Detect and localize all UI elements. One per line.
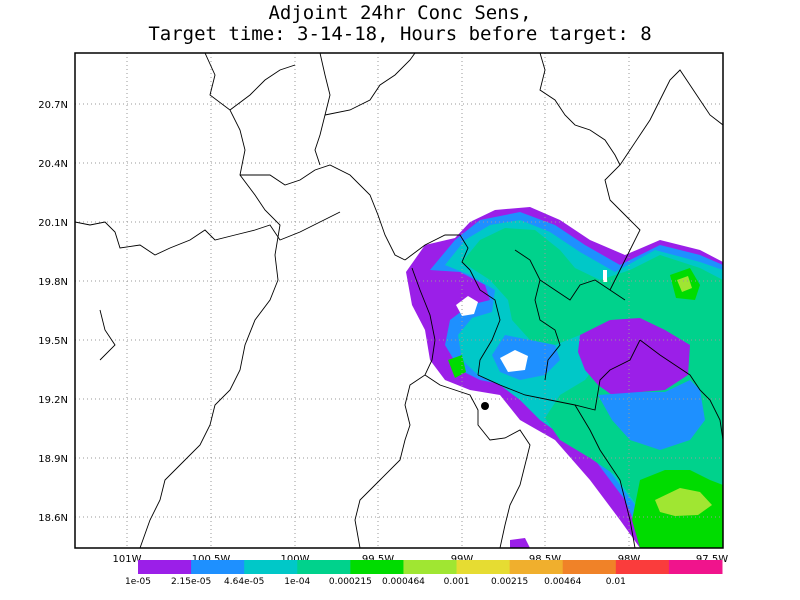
y-tick-label: 18.9N [38, 454, 68, 465]
colorbar-label: 1e-05 [125, 577, 151, 587]
colorbar-label: 0.01 [606, 577, 626, 587]
x-axis: 101W 100.5W 100W 99.5W 99W 98.5W 98W 97.… [113, 554, 729, 565]
colorbar-label: 0.001 [444, 577, 470, 587]
colorbar-swatch [191, 560, 245, 574]
colorbar-swatch [244, 560, 298, 574]
colorbar-swatch [297, 560, 351, 574]
x-tick-label: 100W [281, 554, 310, 565]
y-tick-label: 20.4N [38, 159, 68, 170]
colorbar-label: 0.000215 [329, 577, 372, 587]
colorbar-swatch [456, 560, 511, 574]
y-tick-label: 19.2N [38, 395, 68, 406]
colorbar-swatch [138, 560, 192, 574]
x-tick-label: 101W [113, 554, 142, 565]
colorbar-swatch [562, 560, 617, 574]
y-tick-label: 20.1N [38, 218, 68, 229]
x-tick-label: 98W [618, 554, 641, 565]
contour-inner-blue [598, 380, 705, 450]
contour-level-6 [655, 488, 712, 516]
contour-bottom-blob [510, 538, 530, 548]
plot-frame [74, 52, 724, 549]
colorbar-swatch [615, 560, 670, 574]
x-tick-label: 99W [451, 554, 474, 565]
colorbar-label: 4.64e-05 [224, 577, 264, 587]
gridlines [75, 53, 723, 548]
y-tick-label: 19.5N [38, 336, 68, 347]
colorbar-swatch [668, 560, 723, 574]
colorbar-swatch [509, 560, 564, 574]
x-tick-label: 99.5W [362, 554, 394, 565]
chart-title-line2: Target time: 3-14-18, Hours before targe… [148, 23, 652, 45]
y-axis: 20.7N 20.4N 20.1N 19.8N 19.5N 19.2N 18.9… [38, 100, 68, 524]
chart-title-line1: Adjoint 24hr Conc Sens, [268, 2, 532, 24]
sensitivity-field [406, 207, 723, 548]
contour-level-6b [677, 276, 692, 292]
contour-level-4 [462, 228, 723, 548]
colorbar-label: 0.000464 [382, 577, 425, 587]
contour-hole-3 [603, 270, 607, 282]
x-tick-label: 97.5W [696, 554, 728, 565]
colorbar-swatch [403, 560, 458, 574]
colorbar-label: 2.15e-05 [171, 577, 211, 587]
x-tick-label: 100.5W [192, 554, 231, 565]
contour-hole-2 [500, 350, 528, 372]
contour-inner-purple [578, 318, 690, 395]
x-tick-label: 98.5W [529, 554, 561, 565]
y-tick-label: 19.8N [38, 277, 68, 288]
target-marker [481, 402, 489, 410]
colorbar-label: 0.00464 [544, 577, 581, 587]
colorbar-swatch [350, 560, 404, 574]
colorbar-label: 1e-04 [284, 577, 310, 587]
colorbar-label: 0.00215 [491, 577, 528, 587]
contour-level-5c [448, 355, 466, 378]
colorbar: 1e-05 2.15e-05 4.64e-05 1e-04 0.000215 0.0004… [125, 560, 723, 587]
state-boundaries [75, 53, 723, 548]
y-tick-label: 18.6N [38, 513, 68, 524]
y-tick-label: 20.7N [38, 100, 68, 111]
